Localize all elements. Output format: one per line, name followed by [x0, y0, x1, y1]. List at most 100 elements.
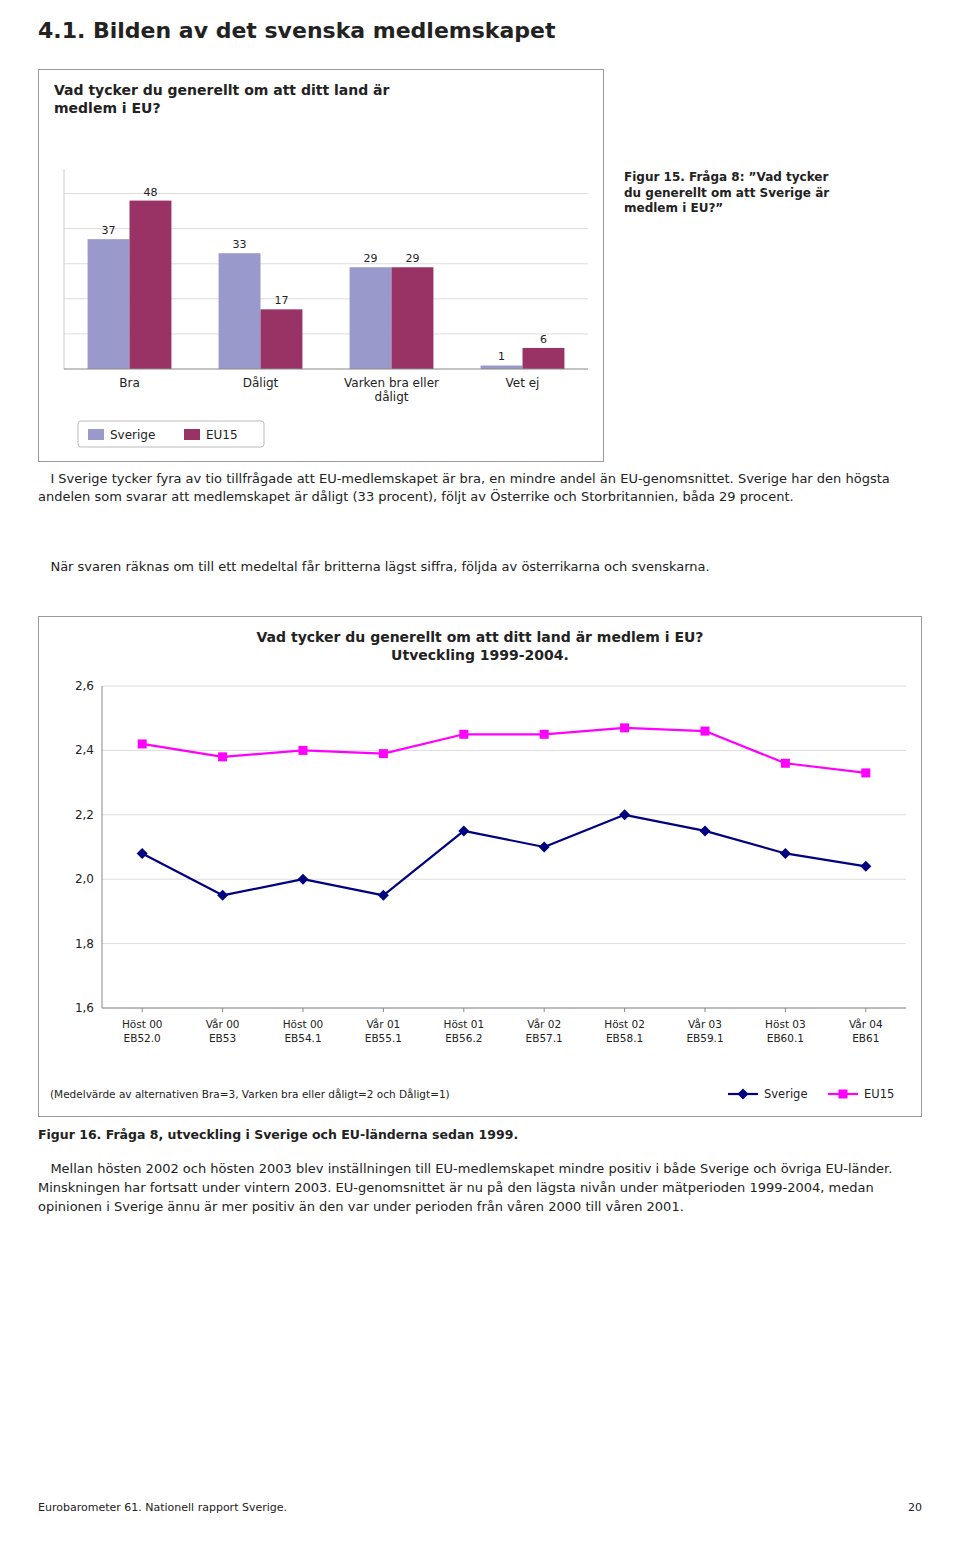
text-line: EB52.0 [124, 1032, 161, 1044]
grid-line [102, 686, 906, 687]
x-tick [463, 1008, 464, 1012]
bar [392, 267, 434, 369]
y-tick-label: 2,6 [75, 679, 94, 693]
text-line: Höst 01 [443, 1018, 484, 1030]
text-line: EB54.1 [284, 1032, 321, 1044]
text-line: EB56.2 [445, 1032, 482, 1044]
text-line: EB60.1 [767, 1032, 804, 1044]
data-label: 29 [405, 252, 419, 265]
text-line: Vet ej [506, 376, 540, 390]
text-line: Varken bra eller [344, 376, 439, 390]
y-axis [64, 169, 65, 369]
footer: 20 [908, 1501, 922, 1514]
x-tick-label: Vår 03EB59.1 [686, 1018, 723, 1044]
bar [481, 365, 523, 369]
chart-title: Vad tycker du generellt om att ditt land… [257, 629, 704, 663]
text-line: medlem i EU? [54, 100, 161, 116]
figure-caption: Figur 15. Fråga 8: ”Vad tycker du genere… [624, 170, 934, 217]
y-axis [102, 686, 103, 1008]
marker [700, 825, 711, 836]
chart-title: Vad tycker du generellt om att ditt land… [54, 82, 390, 116]
marker [217, 890, 228, 901]
marker [620, 723, 629, 732]
marker [540, 730, 549, 739]
page-title: 4.1. Bilden av det svenska medlemskapet [38, 18, 556, 43]
marker [218, 752, 227, 761]
x-axis [64, 369, 588, 370]
x-tick-label: Höst 00EB54.1 [283, 1018, 324, 1044]
x-tick-label: Vet ej [506, 376, 540, 390]
text-line: Vad tycker du generellt om att ditt land… [54, 82, 390, 98]
marker [137, 848, 148, 859]
text-line: Dåligt [243, 376, 279, 390]
x-tick-label: Varken bra ellerdåligt [344, 376, 439, 404]
bar [130, 201, 172, 369]
paragraph: När svaren räknas om till ett medeltal f… [38, 558, 922, 576]
data-label: 48 [143, 186, 157, 199]
grid-line [102, 750, 906, 751]
x-tick [383, 1008, 384, 1012]
legend-marker [738, 1089, 749, 1100]
bar [261, 309, 303, 369]
y-tick-label: 2,2 [75, 808, 94, 822]
y-tick-label: 1,8 [75, 937, 94, 951]
x-tick [624, 1008, 625, 1012]
lines [142, 728, 866, 895]
bar-chart: Vad tycker du generellt om att ditt land… [38, 69, 604, 462]
x-tick [222, 1008, 223, 1012]
marker [379, 749, 388, 758]
note: (Medelvärde av alternativen Bra=3, Varke… [50, 1088, 450, 1100]
x-tick-label: Dåligt [243, 376, 279, 390]
x-tick-label: Höst 02 EB58.1 [604, 1018, 645, 1044]
data-label: 29 [364, 252, 378, 265]
text-line: Höst 02 [604, 1018, 645, 1030]
text-line: Vår 04 [849, 1018, 883, 1030]
legend-entry: Sverige [764, 1087, 807, 1101]
marker [861, 768, 870, 777]
marker [860, 861, 871, 872]
data-label: 37 [102, 224, 116, 237]
text-line: Vår 01 [366, 1018, 400, 1030]
marker [138, 739, 147, 748]
marker [298, 874, 309, 885]
x-tick-label: Höst 03 EB60.1 [765, 1018, 806, 1044]
text-line: Vad tycker du generellt om att ditt land… [257, 629, 704, 645]
text-line: EB57.1 [526, 1032, 563, 1044]
marker [458, 825, 469, 836]
x-tick-label: Bra [119, 376, 140, 390]
legend: SverigeEU15 [78, 421, 264, 447]
text-line: Utveckling 1999-2004. [391, 647, 569, 663]
text-line: EB61 [852, 1032, 879, 1044]
marker [459, 730, 468, 739]
x-tick [303, 1008, 304, 1012]
data-label: 17 [274, 294, 288, 307]
legend-swatch [184, 429, 200, 440]
data-label: 6 [540, 333, 547, 346]
x-tick-label: Vår 01EB55.1 [365, 1018, 402, 1044]
text-line: EB58.1 [606, 1032, 643, 1044]
marker [619, 809, 630, 820]
marker [701, 727, 710, 736]
legend: SverigeEU15 [728, 1087, 894, 1101]
data-label: 1 [498, 350, 505, 363]
legend-marker [839, 1090, 848, 1099]
x-tick [142, 1008, 143, 1012]
marker [299, 746, 308, 755]
x-tick-label: Vår 04 EB61 [849, 1018, 883, 1044]
marker [780, 848, 791, 859]
chart-frame [39, 617, 922, 1117]
x-tick-label: Vår 02 EB57.1 [526, 1018, 563, 1044]
text-line: Höst 00 [122, 1018, 163, 1030]
text-line: Vår 00 [206, 1018, 240, 1030]
y-tick-label: 1,6 [75, 1001, 94, 1015]
text-line: EB59.1 [686, 1032, 723, 1044]
x-tick-label: Höst 00 EB52.0 [122, 1018, 163, 1044]
bars [88, 201, 565, 369]
footer: Eurobarometer 61. Nationell rapport Sver… [38, 1501, 287, 1514]
text-line: Bra [119, 376, 140, 390]
line-chart: Vad tycker du generellt om att ditt land… [38, 616, 922, 1117]
bar [350, 267, 392, 369]
text-line: Höst 03 [765, 1018, 806, 1030]
line [142, 815, 866, 896]
text-line: Vår 02 [527, 1018, 561, 1030]
